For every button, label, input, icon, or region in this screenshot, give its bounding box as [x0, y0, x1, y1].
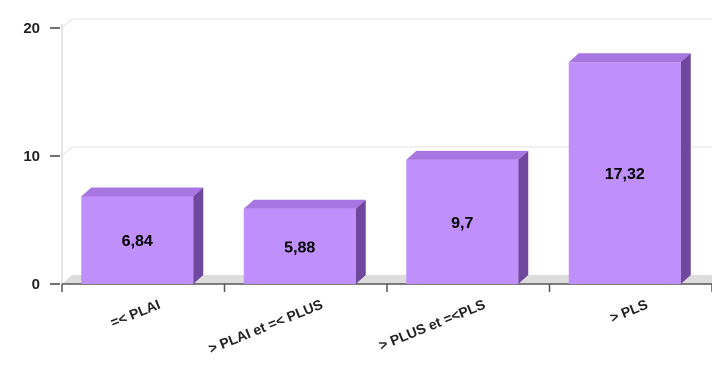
x-tick-label: > PLUS et =<PLS	[376, 296, 487, 353]
y-tick-label: 10	[23, 148, 40, 165]
chart-floor	[62, 275, 712, 284]
bar-side	[518, 150, 529, 284]
bar-side	[680, 53, 691, 284]
x-tick-label: > PLAI et =< PLUS	[206, 296, 325, 356]
y-tick-label: 20	[23, 20, 40, 37]
bar-3[interactable]	[406, 159, 519, 284]
data-label: 6,84	[122, 233, 153, 250]
data-label: 5,88	[284, 239, 315, 256]
x-tick-label: > PLS	[607, 296, 649, 326]
data-label: 9,7	[451, 215, 473, 232]
bar-top	[81, 187, 204, 197]
bar-1[interactable]	[81, 196, 194, 284]
bar-top	[568, 53, 691, 63]
gridline-connector-20	[61, 18, 73, 29]
bar-top	[243, 199, 366, 209]
y-tick-label: 0	[32, 276, 40, 293]
bar-2[interactable]	[243, 208, 356, 284]
bar-4[interactable]	[568, 62, 681, 284]
bar-side	[193, 187, 204, 284]
bar-side	[355, 199, 366, 284]
bar-top	[406, 150, 529, 160]
x-tick-label: =< PLAI	[108, 296, 162, 330]
gridline-connector-10	[61, 146, 73, 157]
data-label: 17,32	[605, 166, 645, 183]
